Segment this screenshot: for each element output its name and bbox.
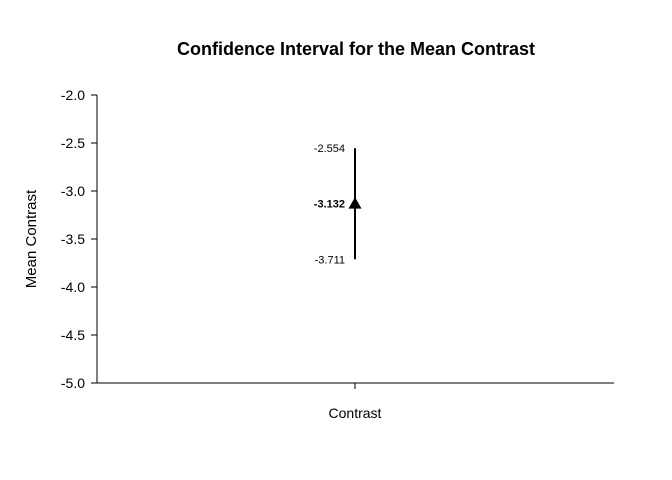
- y-tick-label: -3.5: [61, 231, 85, 247]
- chart-title: Confidence Interval for the Mean Contras…: [177, 39, 535, 59]
- mean-marker: [348, 197, 362, 209]
- lower-bound-label: -3.711: [315, 254, 345, 266]
- y-tick-label: -2.0: [61, 87, 85, 103]
- y-ticks: -2.0 -2.5 -3.0 -3.5 -4.0 -4.5 -5.0: [61, 87, 97, 391]
- y-tick-label: -4.5: [61, 327, 85, 343]
- y-axis-label: Mean Contrast: [23, 189, 40, 288]
- data-marks: -2.554 -3.132 -3.711: [314, 143, 362, 266]
- upper-bound-label: -2.554: [314, 143, 345, 155]
- y-tick-label: -4.0: [61, 279, 85, 295]
- y-tick-label: -5.0: [61, 375, 85, 391]
- x-tick-label: Contrast: [329, 405, 382, 421]
- mean-label: -3.132: [314, 199, 345, 211]
- x-ticks: Contrast: [329, 383, 382, 421]
- y-tick-label: -3.0: [61, 183, 85, 199]
- y-tick-label: -2.5: [61, 135, 85, 151]
